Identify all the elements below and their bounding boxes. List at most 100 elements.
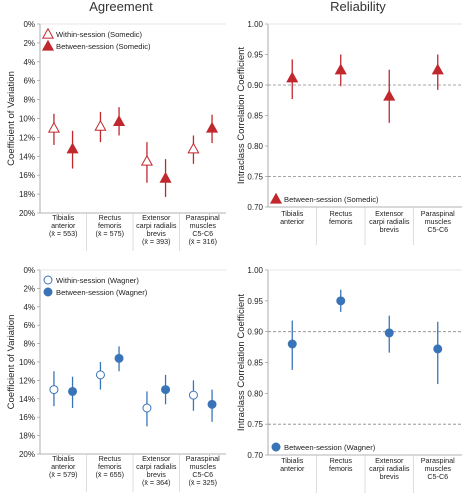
y-tick-label: 0% — [23, 266, 35, 275]
data-point — [94, 119, 107, 131]
y-tick-label: 4% — [23, 303, 35, 312]
category-label: anterior — [51, 221, 76, 230]
category-label: (x̄ = 316) — [188, 237, 217, 246]
y-tick-label: 6% — [23, 77, 35, 86]
y-axis-label: Intraclass Correlation Coefficient — [236, 294, 247, 431]
legend-label: Within-session (Somedic) — [56, 30, 143, 39]
category-label: Rectus — [99, 454, 122, 463]
legend-label: Between-session (Somedic) — [284, 195, 379, 204]
category-label: Tibialis — [52, 213, 75, 222]
category-label: C5-C6 — [192, 229, 213, 238]
category-label: Rectus — [330, 456, 353, 465]
category-label: Extensor — [142, 213, 171, 222]
category-label: anterior — [280, 217, 305, 226]
category-label: (x̄ = 655) — [95, 470, 124, 479]
y-axis-label: Intraclass Correlation Coefficient — [236, 47, 247, 184]
category-label: Tibialis — [281, 209, 304, 218]
legend-marker — [43, 275, 53, 285]
data-point — [68, 386, 78, 396]
y-tick-label: 16% — [19, 413, 35, 422]
y-tick-label: 14% — [19, 395, 35, 404]
y-tick-label: 0.85 — [247, 112, 263, 121]
agreement-title: Agreement — [89, 0, 153, 14]
category-label: (x̄ = 325) — [188, 478, 217, 487]
legend-label: Between-session (Wagner) — [56, 288, 148, 297]
category-label: muscles — [190, 221, 217, 230]
category-label: (x̄ = 579) — [49, 470, 78, 479]
y-tick-label: 1.00 — [247, 266, 263, 275]
category-label: C5-C6 — [192, 470, 213, 479]
y-tick-label: 10% — [19, 115, 35, 124]
y-tick-label: 20% — [19, 450, 35, 459]
category-label: anterior — [51, 462, 76, 471]
legend-marker — [271, 442, 281, 452]
reliability-title: Reliability — [330, 0, 386, 14]
y-tick-label: 12% — [19, 376, 35, 385]
category-label: brevis — [380, 225, 400, 234]
data-point — [140, 154, 153, 166]
y-tick-label: 2% — [23, 39, 35, 48]
legend-label: Between-session (Somedic) — [56, 42, 151, 51]
y-tick-label: 10% — [19, 358, 35, 367]
category-label: (x̄ = 393) — [142, 237, 171, 246]
legend-label: Within-session (Wagner) — [56, 276, 139, 285]
category-label: carpi radialis — [136, 462, 177, 471]
category-label: femoris — [98, 221, 122, 230]
category-label: Extensor — [375, 209, 404, 218]
y-tick-label: 4% — [23, 58, 35, 67]
y-axis-label: Coefficient of Variation — [6, 71, 17, 166]
data-point — [142, 403, 152, 413]
data-point — [66, 142, 79, 154]
data-point — [383, 89, 396, 101]
legend-marker — [269, 192, 283, 204]
data-point — [433, 344, 443, 354]
y-tick-label: 18% — [19, 190, 35, 199]
data-point — [187, 142, 200, 154]
y-tick-label: 0% — [23, 20, 35, 29]
y-tick-label: 20% — [19, 209, 35, 218]
category-label: (x̄ = 364) — [142, 478, 171, 487]
legend-marker — [41, 27, 55, 39]
category-label: muscles — [190, 462, 217, 471]
category-label: brevis — [147, 229, 167, 238]
category-label: Paraspinal — [421, 209, 455, 218]
data-point — [207, 399, 217, 409]
y-tick-label: 0.85 — [247, 359, 263, 368]
y-tick-label: 16% — [19, 171, 35, 180]
data-point — [47, 121, 60, 133]
data-point — [384, 328, 394, 338]
category-label: Paraspinal — [186, 213, 220, 222]
data-point — [114, 353, 124, 363]
category-label: Rectus — [99, 213, 122, 222]
category-label: C5-C6 — [427, 225, 448, 234]
y-tick-label: 0.70 — [247, 203, 263, 212]
category-label: Extensor — [375, 456, 404, 465]
legend-marker — [41, 39, 55, 51]
y-tick-label: 0.95 — [247, 51, 263, 60]
data-point — [95, 370, 105, 380]
data-point — [206, 121, 219, 133]
data-point — [287, 339, 297, 349]
y-tick-label: 1.00 — [247, 20, 263, 29]
legend-marker — [43, 287, 53, 297]
y-tick-label: 12% — [19, 133, 35, 142]
data-point — [188, 390, 198, 400]
y-tick-label: 6% — [23, 321, 35, 330]
category-label: muscles — [425, 217, 452, 226]
category-label: brevis — [380, 472, 400, 481]
category-label: (x̄ = 553) — [49, 229, 78, 238]
y-tick-label: 0.90 — [247, 81, 263, 90]
y-tick-label: 0.90 — [247, 328, 263, 337]
y-tick-label: 0.75 — [247, 173, 263, 182]
legend-label: Between-session (Wagner) — [284, 443, 376, 452]
data-point — [286, 71, 299, 83]
y-tick-label: 0.95 — [247, 297, 263, 306]
data-point — [159, 171, 172, 183]
data-point — [431, 63, 444, 75]
category-label: Extensor — [142, 454, 171, 463]
data-point — [161, 385, 171, 395]
y-tick-label: 0.70 — [247, 451, 263, 460]
y-tick-label: 8% — [23, 340, 35, 349]
category-label: femoris — [329, 217, 353, 226]
